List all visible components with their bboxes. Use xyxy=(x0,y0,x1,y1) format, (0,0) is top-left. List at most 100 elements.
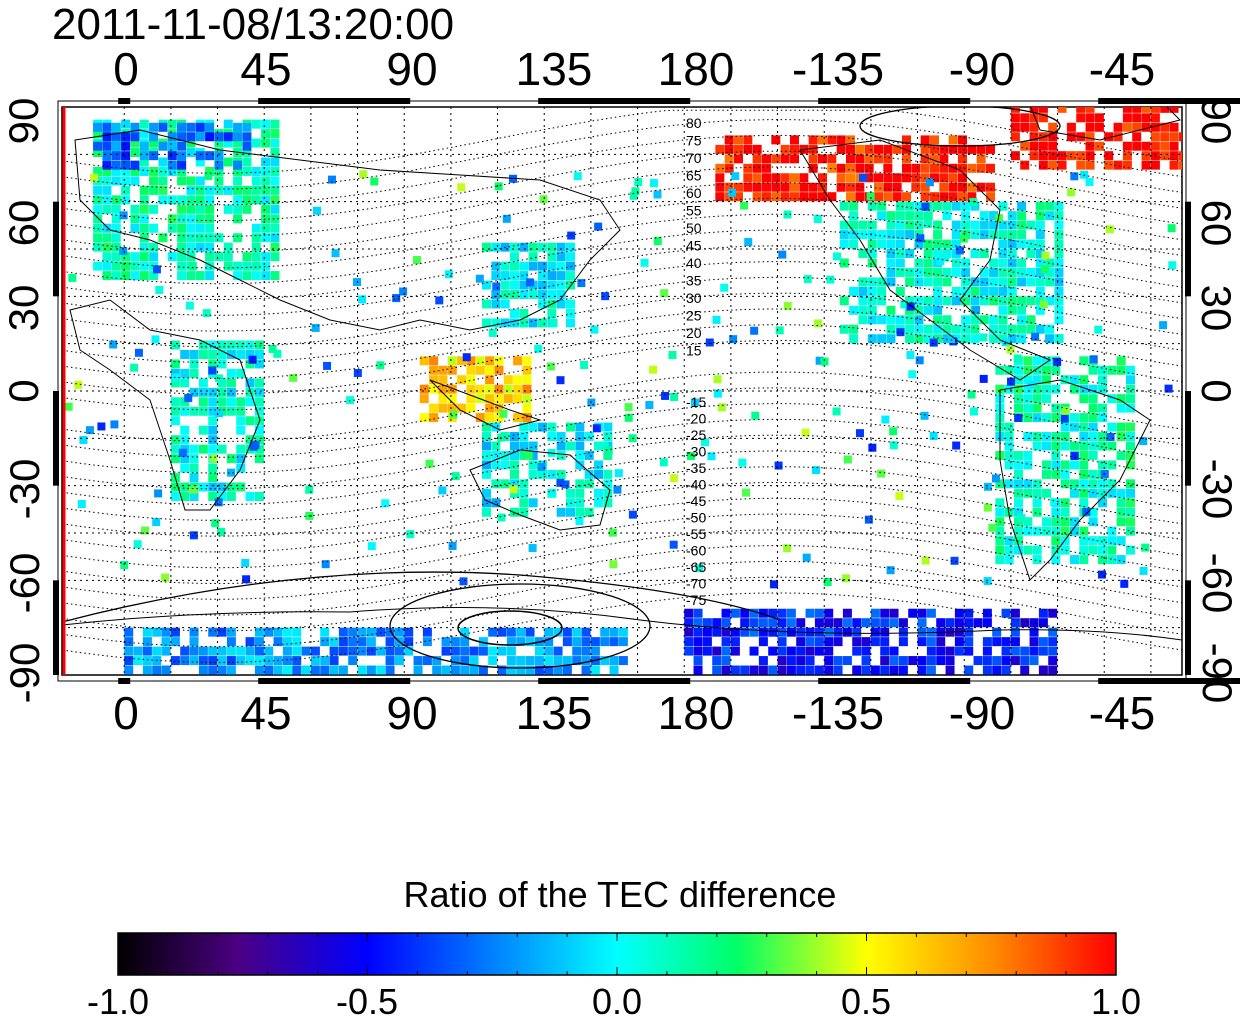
heat-cell xyxy=(102,223,112,233)
heat-cell xyxy=(1017,220,1027,230)
heat-cell xyxy=(223,252,233,262)
heat-cell xyxy=(1113,132,1123,142)
heat-cell xyxy=(338,627,348,637)
heat-cell xyxy=(842,574,851,583)
heat-cell xyxy=(1051,413,1061,423)
heat-cell xyxy=(1169,141,1179,151)
heat-cell xyxy=(916,234,925,243)
heat-cell xyxy=(528,544,537,553)
heat-cell xyxy=(905,267,915,277)
heat-cell xyxy=(846,163,855,173)
heat-cell xyxy=(1032,526,1042,536)
heat-cell xyxy=(914,201,924,211)
heat-cell xyxy=(491,479,501,489)
heat-cell xyxy=(513,375,523,385)
heat-cell xyxy=(786,656,796,666)
heat-cell xyxy=(195,204,205,214)
heat-cell xyxy=(528,460,538,470)
heat-cell xyxy=(556,450,566,460)
heat-cell xyxy=(898,665,908,675)
heat-cell xyxy=(926,665,936,675)
heat-cell xyxy=(236,656,246,666)
x-tick-top-m135: -135 xyxy=(791,43,885,95)
heat-cell xyxy=(270,214,280,224)
heat-cell xyxy=(111,176,121,186)
heat-cell xyxy=(1025,403,1034,412)
heat-cell xyxy=(208,656,218,666)
heat-cell xyxy=(139,261,149,271)
contour-label: -40 xyxy=(686,477,706,493)
heat-cell xyxy=(833,637,843,647)
colorbar-label-zero: 0.0 xyxy=(591,981,643,1022)
heat-cell xyxy=(1060,460,1070,470)
heat-cell xyxy=(592,424,601,433)
heat-cell xyxy=(366,646,376,656)
heat-cell xyxy=(482,441,491,451)
heat-cell xyxy=(777,637,787,647)
heat-cell xyxy=(584,450,594,460)
heat-cell xyxy=(905,230,915,240)
heat-cell xyxy=(874,173,883,183)
heat-cell xyxy=(1126,545,1135,555)
heat-cell xyxy=(466,384,476,394)
heat-cell xyxy=(1169,132,1179,142)
heat-cell xyxy=(538,261,547,271)
heat-cell xyxy=(142,627,152,637)
heat-cell xyxy=(905,220,915,230)
heat-cell xyxy=(880,646,890,656)
heat-cell xyxy=(906,302,915,311)
heat-cell xyxy=(951,296,961,306)
heat-cell xyxy=(494,356,504,366)
heat-cell xyxy=(236,340,246,350)
heat-cell xyxy=(261,185,271,195)
contour-label: 30 xyxy=(686,290,702,306)
heat-cell xyxy=(1035,305,1045,315)
heat-cell xyxy=(889,665,899,675)
heat-cell xyxy=(1070,526,1079,536)
heat-cell xyxy=(590,646,600,656)
heat-cell xyxy=(1120,579,1129,588)
colorbar-label-min: -1.0 xyxy=(86,981,150,1022)
heat-cell xyxy=(1107,536,1117,546)
heat-cell xyxy=(640,258,649,267)
heat-cell xyxy=(1098,536,1107,546)
heat-cell xyxy=(1035,211,1045,221)
heat-cell xyxy=(130,176,140,186)
heat-cell xyxy=(226,340,236,350)
heat-cell xyxy=(226,491,236,501)
x-tick-top-45: 45 xyxy=(240,43,292,95)
heat-cell xyxy=(1051,507,1061,517)
heat-cell xyxy=(814,608,824,618)
heat-cell xyxy=(802,553,811,562)
heat-cell xyxy=(186,233,196,243)
heat-cell xyxy=(1116,432,1126,442)
heat-cell xyxy=(852,627,862,637)
heat-cell xyxy=(982,637,992,647)
heat-cell xyxy=(547,422,557,432)
heat-cell xyxy=(1038,618,1048,628)
heat-cell xyxy=(952,441,961,450)
contour-label: -55 xyxy=(686,526,706,542)
heat-cell xyxy=(254,637,264,647)
heat-cell xyxy=(180,491,190,501)
heat-cell xyxy=(758,637,768,647)
heat-cell xyxy=(886,230,896,240)
heat-cell xyxy=(444,270,453,279)
heat-cell xyxy=(544,627,554,637)
heat-cell xyxy=(186,185,196,195)
heat-cell xyxy=(1107,394,1117,404)
heat-cell xyxy=(170,637,180,647)
heat-cell xyxy=(867,230,877,240)
heat-cell xyxy=(124,637,134,647)
heat-cell xyxy=(109,340,118,349)
heat-cell xyxy=(381,499,390,508)
heat-cell xyxy=(189,637,199,647)
heat-cell xyxy=(1051,545,1061,555)
heat-cell xyxy=(1010,132,1020,142)
heat-cell xyxy=(566,299,575,309)
heat-cell xyxy=(522,384,532,394)
heat-cell xyxy=(1107,488,1117,498)
heat-cell xyxy=(744,237,753,246)
heat-cell xyxy=(601,292,610,301)
heat-cell xyxy=(121,185,131,195)
